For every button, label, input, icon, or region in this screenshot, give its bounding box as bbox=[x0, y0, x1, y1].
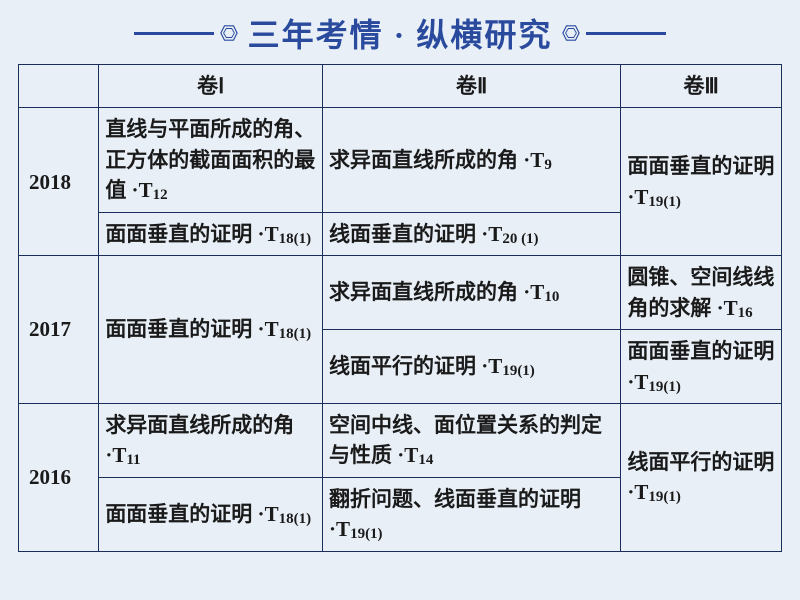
page-title: 三年考情 · 纵横研究 bbox=[244, 10, 557, 56]
question-number: 18(1) bbox=[279, 231, 312, 247]
cell: 面面垂直的证明 ·T19(1) bbox=[621, 330, 782, 404]
cell: 直线与平面所成的角、正方体的截面面积的最值 ·T12 bbox=[99, 108, 323, 212]
cell: 求异面直线所成的角 ·T9 bbox=[323, 108, 621, 212]
cell-text: 面面垂直的证明 ·T bbox=[105, 222, 278, 246]
cell-text: 面面垂直的证明 ·T bbox=[105, 317, 278, 341]
header-c1: 卷Ⅰ bbox=[99, 65, 323, 108]
cell-text: 空间中线、面位置关系的判定与性质 ·T bbox=[329, 413, 602, 467]
cell: 圆锥、空间线线角的求解 ·T16 bbox=[621, 256, 782, 330]
exam-table: 卷Ⅰ 卷Ⅱ 卷Ⅲ 2018 直线与平面所成的角、正方体的截面面积的最值 ·T12… bbox=[18, 64, 782, 552]
year-cell: 2017 bbox=[19, 256, 99, 404]
cell: 空间中线、面位置关系的判定与性质 ·T14 bbox=[323, 403, 621, 477]
cell-text: 直线与平面所成的角、正方体的截面面积的最值 ·T bbox=[105, 117, 315, 202]
cell: 求异面直线所成的角 ·T11 bbox=[99, 403, 323, 477]
table-row: 2017 面面垂直的证明 ·T18(1) 求异面直线所成的角 ·T10 圆锥、空… bbox=[19, 256, 782, 330]
table-row: 2018 直线与平面所成的角、正方体的截面面积的最值 ·T12 求异面直线所成的… bbox=[19, 108, 782, 212]
cell: 线面平行的证明 ·T19(1) bbox=[621, 403, 782, 551]
question-number: 16 bbox=[738, 305, 753, 321]
cell: 面面垂直的证明 ·T18(1) bbox=[99, 256, 323, 404]
cell: 求异面直线所成的角 ·T10 bbox=[323, 256, 621, 330]
title-bar: 三年考情 · 纵横研究 bbox=[0, 0, 800, 64]
year-cell: 2018 bbox=[19, 108, 99, 256]
question-number: 19(1) bbox=[350, 526, 383, 542]
hex-icon bbox=[220, 24, 238, 42]
cell-text: 求异面直线所成的角 ·T bbox=[329, 148, 544, 172]
cell-text: 面面垂直的证明 ·T bbox=[105, 502, 278, 526]
cell: 翻折问题、线面垂直的证明 ·T19(1) bbox=[323, 477, 621, 551]
hex-icon bbox=[562, 24, 580, 42]
question-number: 19(1) bbox=[648, 379, 681, 395]
question-number: 12 bbox=[153, 187, 168, 203]
question-number: 18(1) bbox=[279, 326, 312, 342]
question-number: 10 bbox=[544, 289, 559, 305]
cell-text: 求异面直线所成的角 ·T bbox=[329, 280, 544, 304]
question-number: 11 bbox=[126, 452, 140, 468]
question-number: 19(1) bbox=[648, 194, 681, 210]
cell: 面面垂直的证明 ·T18(1) bbox=[99, 212, 323, 255]
question-number: 20 (1) bbox=[502, 231, 538, 247]
cell-text: 线面平行的证明 ·T bbox=[329, 354, 502, 378]
cell: 线面平行的证明 ·T19(1) bbox=[323, 330, 621, 404]
cell: 面面垂直的证明 ·T19(1) bbox=[621, 108, 782, 256]
header-row: 卷Ⅰ 卷Ⅱ 卷Ⅲ bbox=[19, 65, 782, 108]
cell: 线面垂直的证明 ·T20 (1) bbox=[323, 212, 621, 255]
line-left bbox=[134, 32, 214, 35]
question-number: 19(1) bbox=[648, 489, 681, 505]
cell: 面面垂直的证明 ·T18(1) bbox=[99, 477, 323, 551]
line-right bbox=[586, 32, 666, 35]
question-number: 14 bbox=[418, 452, 433, 468]
cell-text: 线面垂直的证明 ·T bbox=[329, 222, 502, 246]
question-number: 9 bbox=[544, 157, 552, 173]
header-c3: 卷Ⅲ bbox=[621, 65, 782, 108]
year-cell: 2016 bbox=[19, 403, 99, 551]
header-blank bbox=[19, 65, 99, 108]
question-number: 18(1) bbox=[279, 511, 312, 527]
header-c2: 卷Ⅱ bbox=[323, 65, 621, 108]
question-number: 19(1) bbox=[502, 363, 535, 379]
table-row: 2016 求异面直线所成的角 ·T11 空间中线、面位置关系的判定与性质 ·T1… bbox=[19, 403, 782, 477]
